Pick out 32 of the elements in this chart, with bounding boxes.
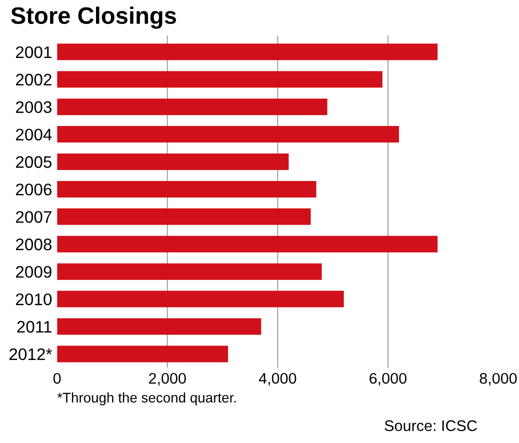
bar: [57, 208, 311, 225]
y-tick-label: 2009: [16, 266, 52, 278]
bar: [57, 180, 316, 198]
y-tick-label: 2003: [16, 101, 52, 114]
bar: [57, 44, 438, 60]
bar: [57, 154, 289, 170]
y-tick-label: 2008: [16, 238, 52, 250]
chart-title: Store Closings: [11, 6, 176, 29]
y-tick-label: 2006: [16, 184, 52, 196]
bar: [57, 126, 399, 143]
y-tick-label: 2001: [16, 46, 52, 58]
bar: [57, 236, 438, 252]
x-tick-label: 6,000: [370, 372, 406, 386]
source-note: Source: ICSC: [384, 420, 477, 432]
text: *Through the second quarter.: [57, 392, 236, 406]
x-tick-label: 0: [53, 372, 61, 384]
x-tick-label: 4,000: [258, 372, 296, 386]
bar: [57, 71, 382, 88]
bar: [57, 318, 262, 335]
y-tick-label: 2010: [16, 293, 52, 306]
y-tick-label: 2005: [16, 156, 52, 168]
y-tick-label: 2007: [16, 211, 52, 223]
bar: [57, 346, 228, 362]
y-tick-label: 2011: [17, 320, 52, 333]
bar: [57, 290, 344, 308]
y-tick-label: 2012*: [10, 348, 52, 360]
y-tick-label: 2004: [16, 128, 52, 140]
y-tick-label: 2002: [16, 74, 52, 86]
x-tick-label: 2,000: [149, 372, 186, 386]
x-tick-label: 8,000: [480, 372, 517, 386]
bar: [57, 263, 322, 280]
bar: [57, 98, 328, 116]
